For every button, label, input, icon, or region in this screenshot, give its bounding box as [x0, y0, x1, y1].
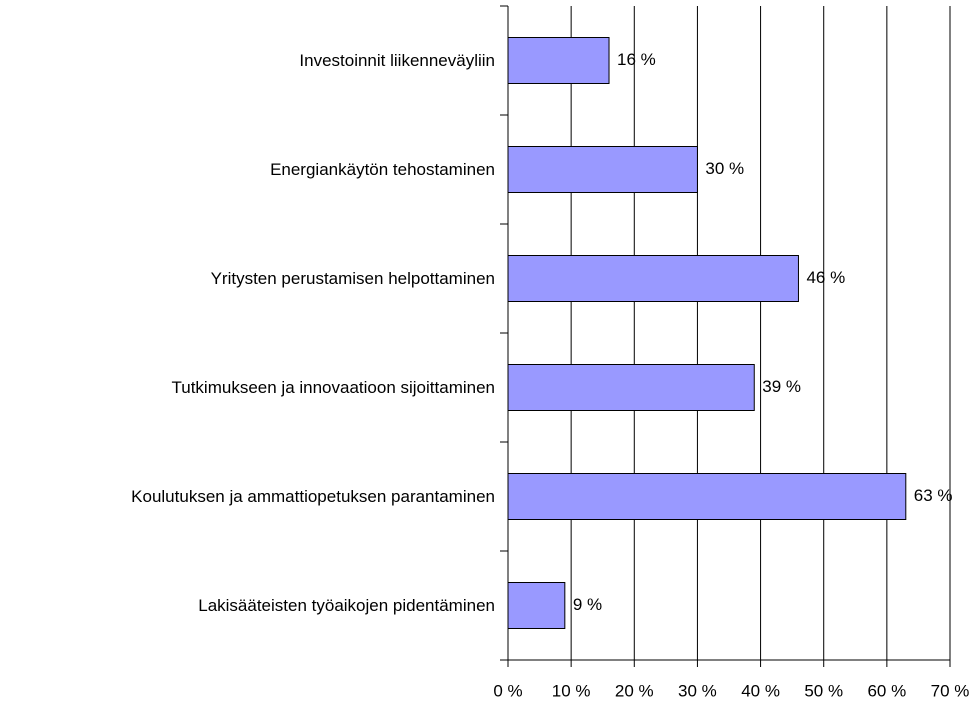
x-tick-label: 70 % — [931, 681, 970, 700]
category-text: Lakisääteisten työaikojen pidentäminen — [198, 595, 495, 615]
bar — [507, 146, 698, 193]
y-tick-label: Energiankäytön tehostaminen — [15, 158, 495, 182]
data-label: 63 % — [914, 486, 953, 505]
x-tick-label: 20 % — [615, 681, 654, 700]
bar — [507, 473, 907, 520]
x-tick-label: 30 % — [678, 681, 717, 700]
x-tick-label: 50 % — [804, 681, 843, 700]
x-tick-label: 40 % — [741, 681, 780, 700]
category-text: Yritysten perustamisen helpottaminen — [210, 268, 495, 288]
category-text: Investoinnit liikenneväyliin — [299, 50, 495, 70]
category-text: Koulutuksen ja ammattiopetuksen parantam… — [131, 486, 495, 506]
y-tick-label: Yritysten perustamisen helpottaminen — [15, 267, 495, 291]
category-text: Energiankäytön tehostaminen — [270, 159, 495, 179]
y-tick-label: Investoinnit liikenneväyliin — [15, 49, 495, 73]
data-label: 16 % — [617, 50, 656, 69]
y-tick-label: Lakisääteisten työaikojen pidentäminen — [15, 594, 495, 618]
data-label: 30 % — [705, 159, 744, 178]
x-tick-label: 10 % — [552, 681, 591, 700]
x-tick-label: 60 % — [867, 681, 906, 700]
category-text: Tutkimukseen ja innovaatioon sijoittamin… — [171, 377, 496, 397]
bar — [507, 255, 799, 302]
x-tick-label: 0 % — [493, 681, 522, 700]
data-label: 46 % — [806, 268, 845, 287]
data-label: 9 % — [573, 595, 602, 614]
bar — [507, 364, 755, 411]
y-tick-label: Koulutuksen ja ammattiopetuksen parantam… — [15, 485, 495, 509]
data-label: 39 % — [762, 377, 801, 396]
bar — [507, 582, 566, 629]
bar — [507, 37, 610, 84]
y-tick-label: Tutkimukseen ja innovaatioon sijoittamin… — [15, 376, 496, 400]
